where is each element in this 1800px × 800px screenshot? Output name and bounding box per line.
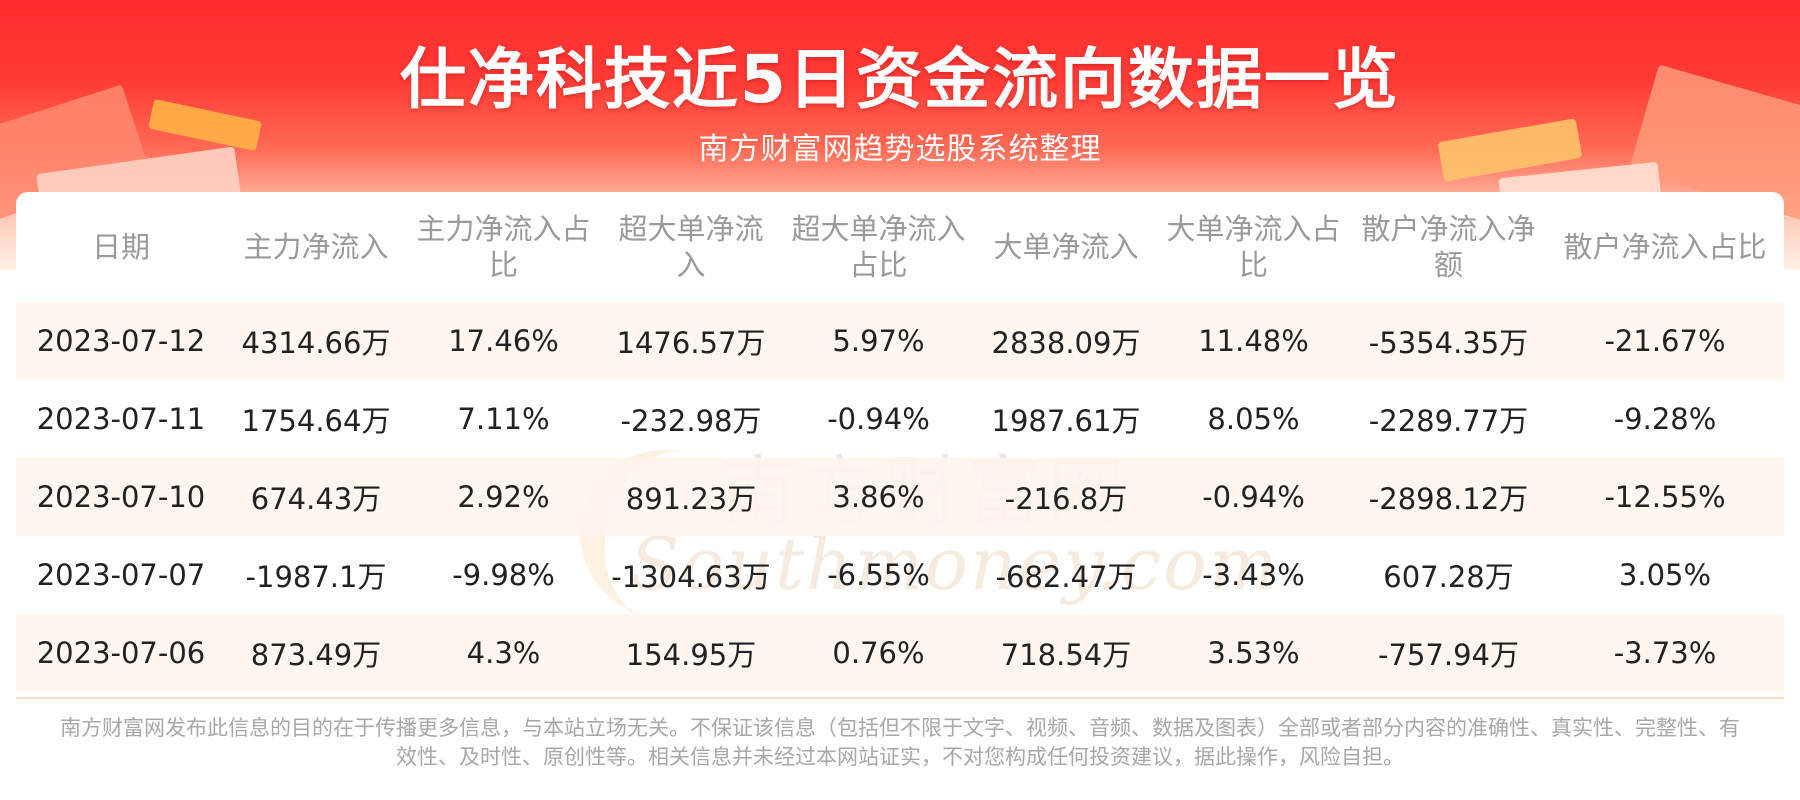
table-header-row: 日期 主力净流入 主力净流入占比 超大单净流入 超大单净流入占比 大单净流入 大…	[16, 192, 1784, 302]
column-header-xl-inflow: 超大单净流入	[618, 212, 764, 282]
table-row: 2023-07-10 674.43万 2.92% 891.23万 3.86% -…	[16, 458, 1784, 536]
cell-date: 2023-07-12	[16, 302, 226, 380]
page-title: 仕净科技近5日资金流向数据一览	[400, 41, 1400, 118]
cell-large-ratio: 3.53%	[1156, 614, 1351, 692]
cell-main-ratio: 7.11%	[457, 402, 550, 436]
cell-main-inflow: 4314.66万	[226, 302, 406, 380]
cell-date: 2023-07-07	[36, 558, 206, 592]
cell-retail-ratio: -21.67%	[1546, 302, 1784, 380]
column-header-main-inflow: 主力净流入	[243, 230, 389, 264]
table-row: 2023-07-06 873.49万 4.3% 154.95万 0.76% 71…	[16, 614, 1784, 692]
cell-xl-ratio: 0.76%	[781, 614, 976, 692]
column-header-large-inflow: 大单净流入	[993, 230, 1139, 264]
cell-main-ratio: -9.98%	[452, 558, 555, 592]
cell-main-inflow: 674.43万	[226, 458, 406, 536]
column-header-large-ratio: 大单净流入占比	[1166, 212, 1341, 282]
cell-retail-inflow: -2289.77万	[1368, 404, 1529, 438]
cell-date: 2023-07-10	[16, 458, 226, 536]
cell-large-ratio: 8.05%	[1207, 402, 1300, 436]
cell-main-inflow: 1754.64万	[241, 404, 391, 438]
cell-xl-inflow: -1304.63万	[611, 560, 771, 594]
cell-retail-ratio: -12.55%	[1546, 458, 1784, 536]
cell-main-ratio: 4.3%	[406, 614, 601, 692]
cell-date: 2023-07-06	[16, 614, 226, 692]
cell-xl-inflow: -232.98万	[620, 404, 762, 438]
cell-date: 2023-07-11	[36, 402, 206, 436]
cell-retail-inflow: -2898.12万	[1351, 458, 1546, 536]
cell-xl-ratio: 3.86%	[781, 458, 976, 536]
cell-retail-ratio: -3.73%	[1546, 614, 1784, 692]
cell-large-inflow: 1987.61万	[991, 404, 1141, 438]
cell-retail-ratio: -9.28%	[1613, 402, 1717, 436]
cell-large-ratio: 11.48%	[1156, 302, 1351, 380]
page-subtitle: 南方财富网趋势选股系统整理	[698, 132, 1102, 167]
cell-large-ratio: -3.43%	[1202, 558, 1305, 592]
cell-main-inflow: 873.49万	[226, 614, 406, 692]
cell-xl-inflow: 154.95万	[601, 614, 781, 692]
cell-main-ratio: 2.92%	[406, 458, 601, 536]
cell-large-inflow: 2838.09万	[976, 302, 1156, 380]
cell-xl-inflow: 1476.57万	[601, 302, 781, 380]
cell-retail-inflow: -757.94万	[1351, 614, 1546, 692]
table-row: 2023-07-07 -1987.1万 -9.98% -1304.63万 -6.…	[16, 536, 1784, 614]
cell-retail-inflow: -5354.35万	[1351, 302, 1546, 380]
cell-large-inflow: -682.47万	[995, 560, 1137, 594]
column-header-date: 日期	[91, 230, 150, 264]
column-header-xl-ratio: 超大单净流入占比	[791, 212, 966, 282]
cell-large-inflow: 718.54万	[976, 614, 1156, 692]
cell-main-ratio: 17.46%	[406, 302, 601, 380]
cell-large-ratio: -0.94%	[1156, 458, 1351, 536]
table-row: 2023-07-11 1754.64万 7.11% -232.98万 -0.94…	[16, 380, 1784, 458]
table-card	[16, 192, 1784, 697]
cell-xl-ratio: -0.94%	[827, 402, 930, 436]
cell-retail-ratio: 3.05%	[1618, 558, 1712, 592]
column-header-retail-ratio: 散户净流入占比	[1563, 230, 1767, 264]
table-row: 2023-07-12 4314.66万 17.46% 1476.57万 5.97…	[16, 302, 1784, 380]
cell-main-inflow: -1987.1万	[245, 560, 387, 594]
cell-xl-ratio: 5.97%	[781, 302, 976, 380]
disclaimer-text: 南方财富网发布此信息的目的在于传播更多信息，与本站立场无关。不保证该信息（包括但…	[60, 716, 1740, 769]
column-header-retail-inflow: 散户净流入净额	[1361, 212, 1536, 282]
cell-xl-ratio: -6.55%	[827, 558, 930, 592]
column-header-main-ratio: 主力净流入占比	[416, 212, 591, 282]
fund-flow-table: 日期 主力净流入 主力净流入占比 超大单净流入 超大单净流入占比 大单净流入 大…	[16, 192, 1784, 692]
footer-divider	[16, 697, 1784, 699]
cell-retail-inflow: 607.28万	[1383, 560, 1514, 594]
cell-large-inflow: -216.8万	[976, 458, 1156, 536]
cell-xl-inflow: 891.23万	[601, 458, 781, 536]
